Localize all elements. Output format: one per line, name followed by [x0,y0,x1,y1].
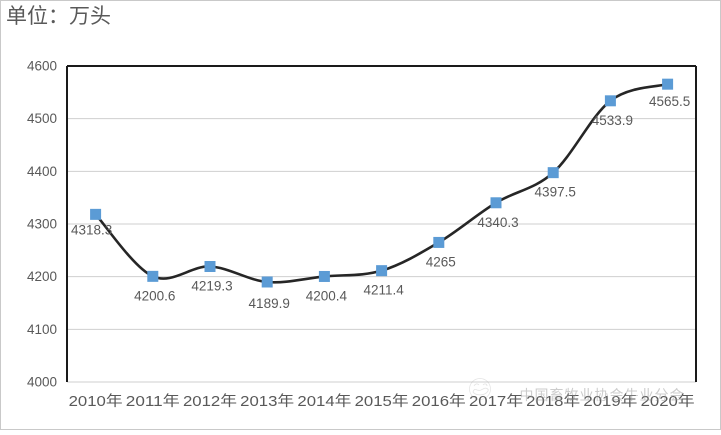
svg-text:4200.6: 4200.6 [134,288,175,303]
svg-text:中国畜牧业协会牛业分会: 中国畜牧业协会牛业分会 [520,387,685,403]
svg-text:4000: 4000 [27,375,57,390]
svg-text:4400: 4400 [27,164,57,179]
svg-text:2016年: 2016年 [412,393,466,410]
svg-text:4500: 4500 [27,111,57,126]
svg-text:2012年: 2012年 [183,393,237,410]
svg-text:2013年: 2013年 [240,393,294,410]
svg-text:4397.5: 4397.5 [535,185,576,200]
svg-text:4200: 4200 [27,269,57,284]
svg-text:4189.9: 4189.9 [249,296,290,311]
svg-text:4340.3: 4340.3 [477,215,518,230]
svg-text:4318.3: 4318.3 [71,222,112,237]
svg-text:4600: 4600 [27,59,57,74]
svg-text:4200.4: 4200.4 [306,288,348,303]
svg-text:2015年: 2015年 [355,393,409,410]
svg-text:2017年: 2017年 [469,393,523,410]
svg-text:2011年: 2011年 [126,393,180,410]
svg-text:2014年: 2014年 [297,393,351,410]
svg-text:4211.4: 4211.4 [363,283,404,298]
svg-text:4219.3: 4219.3 [191,279,232,294]
svg-text:4533.9: 4533.9 [592,113,633,128]
svg-text:4565.5: 4565.5 [649,94,690,109]
svg-text:4300: 4300 [27,217,57,232]
svg-text:4100: 4100 [27,322,57,337]
svg-text:2010年: 2010年 [69,393,123,410]
svg-text:4265: 4265 [426,254,456,269]
